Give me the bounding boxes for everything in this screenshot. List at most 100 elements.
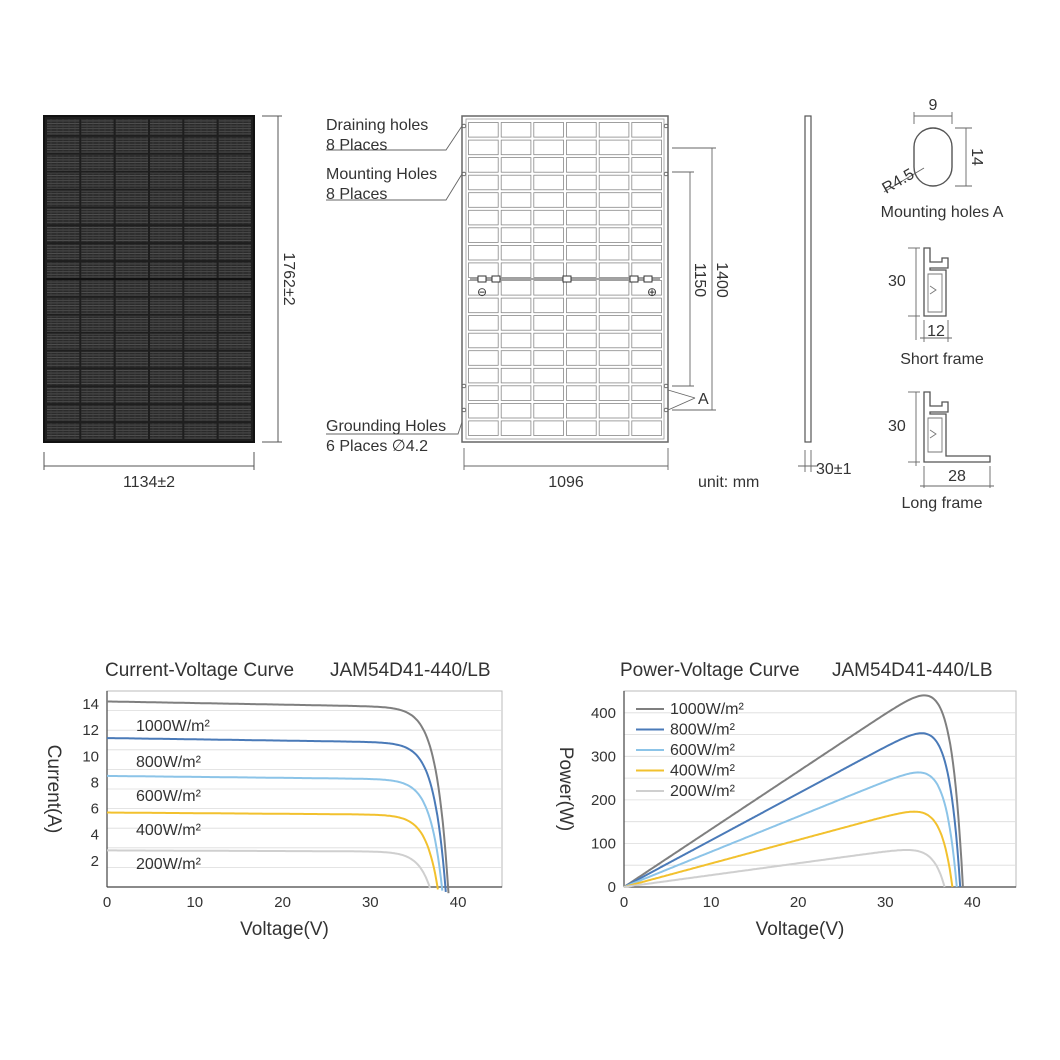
- back-cell: [598, 227, 630, 243]
- back-cell: [500, 122, 532, 138]
- back-cell: [468, 262, 499, 278]
- back-cell: [598, 402, 630, 419]
- series-line: [107, 774, 444, 891]
- iv-chart-title: Current-Voltage Curve: [105, 660, 294, 681]
- back-cell: [533, 280, 564, 296]
- back-cell: [566, 192, 597, 208]
- front-cell: [184, 351, 217, 368]
- back-cell-grid: [461, 122, 669, 436]
- series-line: [623, 810, 954, 888]
- back-cell: [566, 280, 597, 296]
- back-cell: [598, 367, 630, 384]
- series-line: [106, 737, 447, 892]
- x-tick-label: 20: [790, 894, 807, 911]
- x-tick-label: 30: [362, 894, 379, 911]
- front-cell: [47, 136, 80, 153]
- front-cell: [218, 208, 251, 225]
- front-cell: [150, 190, 183, 207]
- front-width-dim: 1134±2: [123, 474, 175, 491]
- back-cell: [566, 315, 597, 331]
- front-cell: [115, 244, 148, 261]
- front-cell: [150, 315, 183, 332]
- front-cell: [184, 262, 217, 278]
- back-cell: [598, 157, 630, 173]
- front-cell: [150, 226, 183, 243]
- back-view: ⊖ ⊕ Draining holes 8 Places Mounting Hol…: [326, 115, 759, 491]
- back-cell: [500, 209, 532, 226]
- pv-chart-model: JAM54D41-440/LB: [832, 660, 993, 681]
- series-label: 200W/m²: [136, 856, 202, 873]
- back-cell: [533, 122, 564, 138]
- back-cell: [631, 227, 662, 243]
- pv-chart-title: Power-Voltage Curve: [620, 660, 800, 681]
- back-cell: [631, 402, 662, 419]
- series-line: [107, 700, 450, 894]
- front-cell: [115, 208, 148, 225]
- frame-hole: [461, 171, 467, 177]
- back-cell: [500, 139, 532, 156]
- front-cell: [115, 297, 148, 314]
- back-cell: [631, 157, 662, 173]
- back-cell: [468, 139, 499, 156]
- back-cell: [533, 244, 564, 261]
- legend-entry: 600W/m²: [670, 742, 736, 759]
- back-cell: [500, 157, 532, 173]
- back-cell: [500, 244, 532, 261]
- back-cell: [598, 244, 630, 261]
- front-cell: [184, 333, 217, 350]
- x-tick-label: 40: [450, 894, 467, 911]
- front-cell: [115, 226, 148, 243]
- x-tick-label: 30: [877, 894, 894, 911]
- back-cell: [468, 420, 499, 436]
- back-cell: [500, 262, 532, 278]
- back-cell: [500, 402, 532, 419]
- draining-holes-label: Draining holes: [326, 117, 428, 134]
- back-cell: [566, 332, 597, 349]
- back-cell: [533, 420, 564, 436]
- back-cell: [631, 122, 662, 138]
- front-cell: [150, 136, 183, 153]
- back-cell: [468, 192, 499, 208]
- front-cell: [115, 280, 148, 296]
- front-cell: [184, 423, 217, 439]
- back-cell: [468, 315, 499, 331]
- callout-a: A: [698, 391, 709, 408]
- back-cell: [500, 350, 532, 366]
- front-view: 1762±2 1134±2: [43, 115, 297, 491]
- long-frame-width: 28: [948, 468, 966, 485]
- front-cell: [150, 244, 183, 261]
- back-cell: [566, 244, 597, 261]
- long-frame-caption: Long frame: [902, 495, 983, 512]
- back-cell: [598, 315, 630, 331]
- series-label: 800W/m²: [136, 754, 202, 771]
- short-frame-height: 30: [888, 273, 906, 290]
- frame-hole: [461, 407, 467, 413]
- back-cell: [598, 262, 630, 278]
- front-cell: [115, 262, 148, 278]
- front-cell: [150, 369, 183, 386]
- front-cell: [47, 280, 80, 296]
- front-cell: [81, 136, 114, 153]
- front-cell: [218, 369, 251, 386]
- front-cell: [150, 172, 183, 189]
- front-cell: [150, 208, 183, 225]
- front-cell: [115, 154, 148, 171]
- front-height-dim: 1762±2: [280, 252, 297, 305]
- iv-chart-model: JAM54D41-440/LB: [330, 660, 491, 681]
- back-cell: [533, 139, 564, 156]
- back-cell: [533, 192, 564, 208]
- front-cell: [184, 136, 217, 153]
- front-cell: [184, 172, 217, 189]
- back-cell: [566, 402, 597, 419]
- back-cell: [566, 385, 597, 401]
- back-cell: [500, 297, 532, 314]
- y-tick-label: 300: [591, 748, 616, 765]
- iv-chart: Current-Voltage Curve JAM54D41-440/LB 0 1…: [43, 660, 503, 940]
- front-cell: [81, 423, 114, 439]
- back-cell: [598, 174, 630, 191]
- back-cell: [468, 332, 499, 349]
- back-cell: [533, 174, 564, 191]
- front-cell: [47, 351, 80, 368]
- back-cell: [631, 332, 662, 349]
